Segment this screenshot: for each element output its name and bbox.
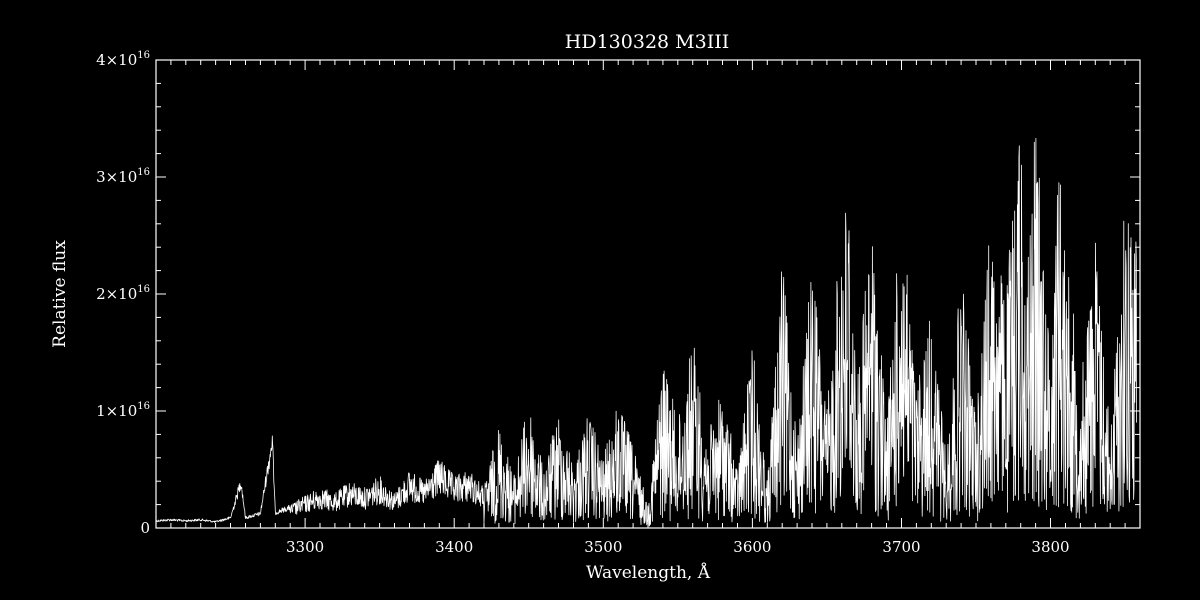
x-axis-ticks: 3300 3400 3500 3600 3700 3800 <box>170 60 1126 556</box>
x-tick-label: 3500 <box>584 538 622 556</box>
y-tick-mantissa: 1×10 <box>96 402 137 420</box>
y-tick-label: 4×1016 <box>96 50 150 69</box>
y-tick-label: 2×1016 <box>96 284 150 303</box>
y-tick-mantissa: 3×10 <box>96 168 137 186</box>
y-tick-exponent: 16 <box>137 284 150 295</box>
y-tick-exponent: 16 <box>137 50 150 61</box>
spectrum-series <box>155 137 1138 527</box>
y-axis-label: Relative flux <box>50 240 70 348</box>
x-tick-label: 3300 <box>286 538 324 556</box>
x-tick-label: 3400 <box>435 538 473 556</box>
x-tick-label: 3600 <box>733 538 771 556</box>
x-tick-label: 3700 <box>882 538 920 556</box>
y-tick-exponent: 16 <box>137 401 150 412</box>
y-tick-label: 3×1016 <box>96 167 150 186</box>
y-tick-mantissa: 2×10 <box>96 285 137 303</box>
y-tick-mantissa: 0 <box>140 519 150 537</box>
x-tick-label: 3800 <box>1031 538 1069 556</box>
spectrum-line <box>155 137 1138 527</box>
chart-title: HD130328 M3III <box>565 31 729 53</box>
y-tick-label: 1×1016 <box>96 401 150 420</box>
y-tick-mantissa: 4×10 <box>96 51 137 69</box>
y-tick-exponent: 16 <box>137 167 150 178</box>
x-axis-label: Wavelength, Å <box>586 562 711 583</box>
y-tick-label: 0 <box>140 519 150 537</box>
